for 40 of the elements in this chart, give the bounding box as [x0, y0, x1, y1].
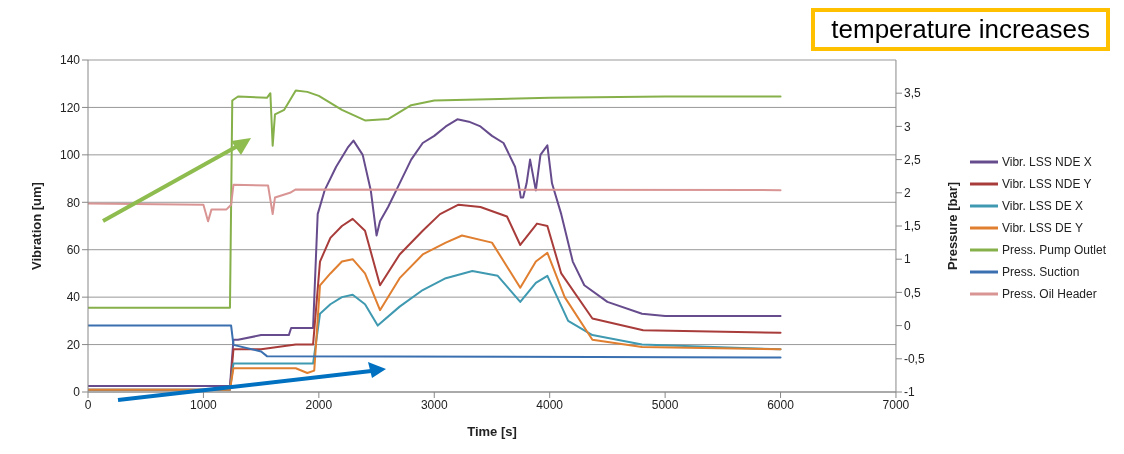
- y-tick-label: 60: [66, 242, 81, 257]
- x-tick-label: 6000: [767, 397, 795, 412]
- line-series: [88, 183, 782, 223]
- y-tick-label: 80: [66, 195, 81, 210]
- y2-tick-label: 0,5: [903, 285, 921, 300]
- y2-tick-label: 3,5: [903, 86, 921, 101]
- x-tick-label: 7000: [882, 397, 910, 412]
- y2-tick-label: 3: [903, 119, 911, 134]
- x-axis-title: Time [s]: [467, 424, 517, 439]
- y-tick-label: 120: [59, 100, 81, 115]
- x-tick-label: 0: [84, 397, 92, 412]
- y2-tick-label: 1: [903, 252, 911, 267]
- x-tick-label: 5000: [651, 397, 679, 412]
- legend-label: Press. Suction: [1001, 264, 1080, 281]
- legend-label: Vibr. LSS NDE Y: [1001, 176, 1092, 193]
- x-tick-label: 4000: [536, 397, 564, 412]
- y-tick-label: 140: [59, 53, 81, 68]
- y-tick-label: 0: [73, 385, 81, 400]
- legend-label: Vibr. LSS DE X: [1001, 198, 1084, 215]
- y2-tick-label: 1,5: [903, 219, 921, 234]
- y-tick-label: 40: [66, 290, 81, 305]
- legend-label: Vibr. LSS NDE X: [1001, 154, 1092, 171]
- x-tick-label: 3000: [420, 397, 448, 412]
- y2-tick-label: 0: [903, 318, 911, 333]
- legend-label: Press. Oil Header: [1001, 286, 1097, 303]
- y-axis-title: Vibration [um]: [28, 182, 44, 270]
- y2-tick-label: -1: [903, 385, 915, 400]
- line-series: [88, 234, 782, 391]
- legend-label: Vibr. LSS DE Y: [1001, 220, 1083, 237]
- line-series: [88, 89, 782, 309]
- y2-tick-label: 2,5: [903, 152, 921, 167]
- line-series: [88, 324, 782, 359]
- legend-label: Press. Pump Outlet: [1001, 242, 1106, 259]
- y2-tick-label: -0,5: [903, 352, 925, 367]
- y2-axis-title: Pressure [bar]: [944, 181, 960, 271]
- text: temperature increases: [831, 14, 1090, 45]
- y-tick-label: 100: [59, 148, 81, 163]
- y2-tick-label: 2: [903, 186, 911, 201]
- y-tick-label: 20: [66, 337, 81, 352]
- line-series: [88, 118, 782, 388]
